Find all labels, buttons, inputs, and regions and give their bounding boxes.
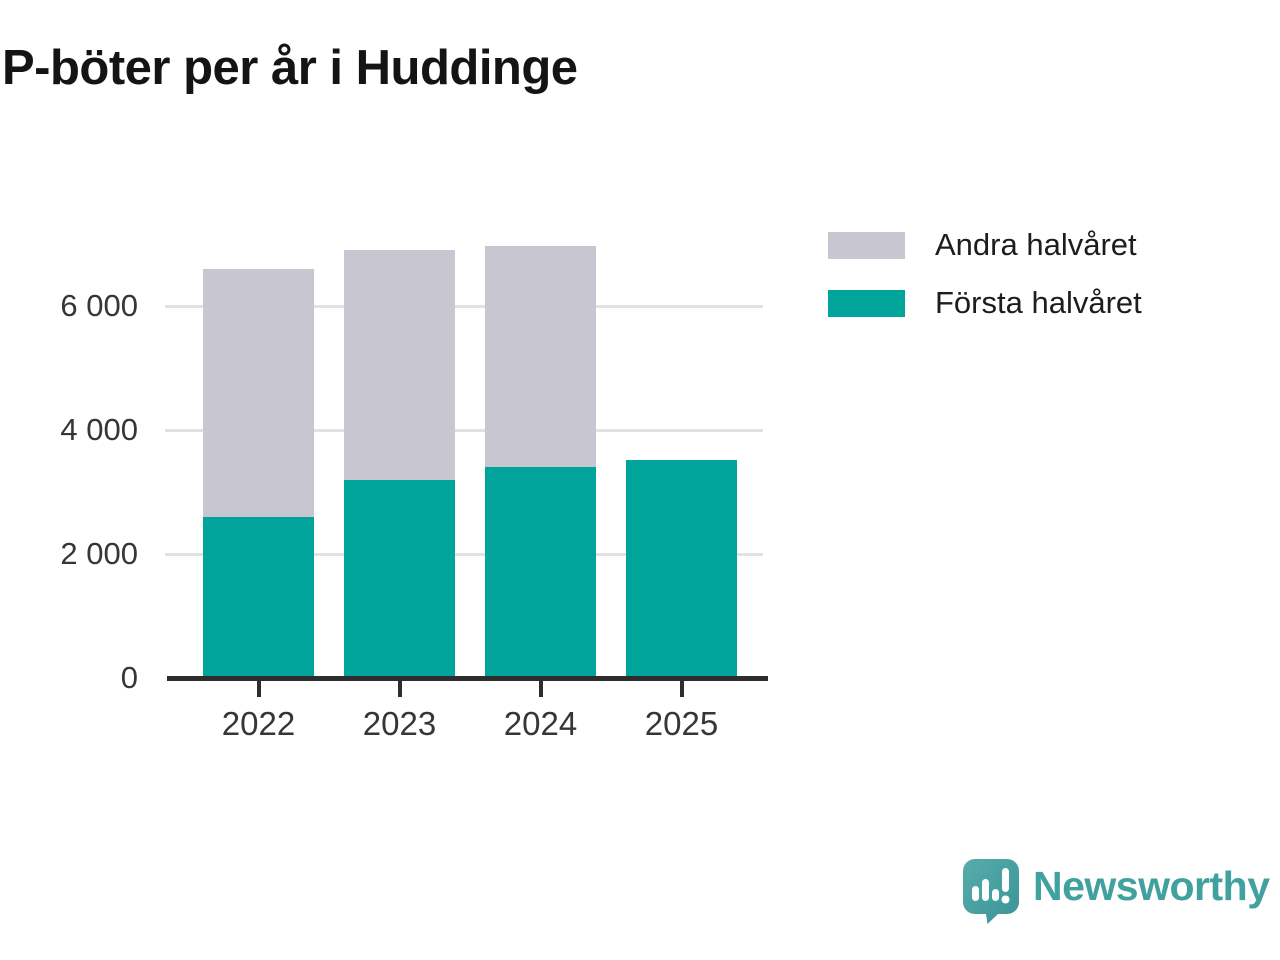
- y-tick-label: 4 000: [60, 412, 138, 447]
- x-tick-2024: [538, 681, 543, 697]
- x-tick-label-2023: 2023: [362, 705, 437, 742]
- bar-2022-first-half: [203, 516, 314, 678]
- bar-2025-first-half: [626, 459, 737, 678]
- bar-2024-first-half: [485, 467, 596, 678]
- legend-item-forsta-halvaret: Första halvåret: [828, 285, 1142, 321]
- bar-2022-second-half: [203, 268, 314, 517]
- gridline-6000: [165, 304, 763, 308]
- x-tick-label-2024: 2024: [503, 705, 578, 742]
- x-axis-line: [167, 676, 768, 681]
- x-tick-2022: [256, 681, 261, 697]
- legend-swatch-andra-halvaret: [828, 231, 905, 259]
- brand-name: Newsworthy: [1033, 862, 1270, 909]
- legend-item-andra-halvaret: Andra halvåret: [828, 227, 1137, 263]
- x-tick-label-2022: 2022: [221, 705, 296, 742]
- y-tick-label: 0: [120, 660, 138, 695]
- gridline-4000: [165, 428, 763, 432]
- gridline-2000: [165, 552, 763, 556]
- newsworthy-logo-icon: [963, 859, 1019, 924]
- legend-swatch-forsta-halvaret: [828, 289, 905, 317]
- legend-label: Andra halvåret: [935, 227, 1137, 262]
- brand-logo: Newsworthy: [962, 858, 1270, 924]
- bar-2024-second-half: [485, 245, 596, 468]
- legend-label: Första halvåret: [935, 285, 1142, 320]
- x-tick-2025: [679, 681, 684, 697]
- chart-title: P-böter per år i Huddinge: [2, 41, 578, 95]
- y-tick-label: 6 000: [60, 288, 138, 323]
- bar-2023-first-half: [344, 479, 455, 678]
- bar-2023-second-half: [344, 250, 455, 480]
- x-tick-label-2025: 2025: [644, 705, 719, 742]
- x-tick-2023: [397, 681, 402, 697]
- y-tick-label: 2 000: [60, 536, 138, 571]
